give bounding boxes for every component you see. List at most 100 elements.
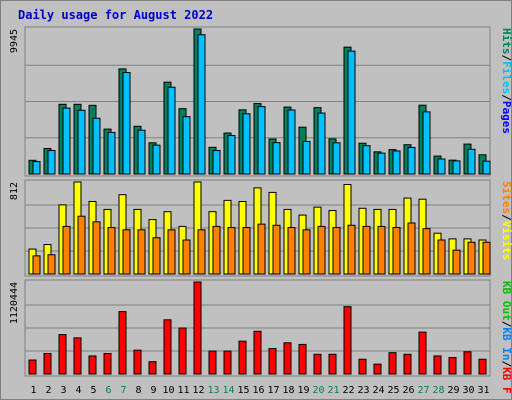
x-tick-label-29: 29 xyxy=(447,385,459,396)
bar-files-7 xyxy=(122,72,131,175)
bar-files-31 xyxy=(482,160,491,175)
y-max-label: 812 xyxy=(9,182,20,200)
bar-files-6 xyxy=(107,131,116,175)
bar-sites-22 xyxy=(347,224,356,275)
bar-files-10 xyxy=(167,86,176,175)
x-tick-label-31: 31 xyxy=(477,385,489,396)
x-tick-label-30: 30 xyxy=(462,385,474,396)
bar-files-25 xyxy=(392,150,401,175)
bar-sites-31 xyxy=(482,241,491,275)
x-tick-label-19: 19 xyxy=(297,385,309,396)
bar-files-8 xyxy=(137,129,146,175)
bar-kb-f-1 xyxy=(28,359,37,375)
panel-hits-files-pages: 9945 Hits/Files/Pages xyxy=(9,26,512,177)
bar-sites-20 xyxy=(317,225,326,275)
bar-kb-f-13 xyxy=(208,350,217,375)
bar-sites-28 xyxy=(437,239,446,275)
bar-sites-12 xyxy=(197,229,206,275)
x-tick-label-22: 22 xyxy=(342,385,354,396)
bar-sites-7 xyxy=(122,229,131,275)
bar-files-3 xyxy=(62,107,71,175)
bar-kb-f-5 xyxy=(88,355,97,375)
x-tick-label-21: 21 xyxy=(327,385,339,396)
bar-kb-f-26 xyxy=(403,353,412,375)
bar-kb-f-12 xyxy=(193,281,202,375)
bar-files-24 xyxy=(377,152,386,175)
bar-kb-f-28 xyxy=(433,355,442,375)
y-max-label: 9945 xyxy=(9,29,20,53)
bar-files-4 xyxy=(77,109,86,175)
bar-kb-f-15 xyxy=(238,340,247,375)
bar-kb-f-19 xyxy=(298,343,307,375)
bar-files-26 xyxy=(407,146,416,175)
bar-sites-25 xyxy=(392,227,401,275)
bar-sites-8 xyxy=(137,229,146,275)
x-tick-label-18: 18 xyxy=(282,385,294,396)
bar-sites-23 xyxy=(362,225,371,275)
bar-kb-f-14 xyxy=(223,350,232,375)
legend-entry: Files xyxy=(500,61,512,94)
legend-separator: / xyxy=(500,94,512,101)
bar-kb-f-7 xyxy=(118,311,127,375)
bar-files-9 xyxy=(152,144,161,175)
x-axis-labels: 1 2 3 4 5 6 7 8 9 10 11 12 13 14 15 16 17 18 19 20 21 22 23 24 2… xyxy=(30,385,489,396)
bar-sites-5 xyxy=(92,221,101,275)
bar-sites-18 xyxy=(287,227,296,275)
legend-separator: / xyxy=(500,361,512,368)
bar-sites-3 xyxy=(62,225,71,275)
x-tick-label-10: 10 xyxy=(162,385,174,396)
x-tick-label-24: 24 xyxy=(372,385,384,396)
bar-kb-f-2 xyxy=(43,352,52,375)
bar-files-28 xyxy=(437,158,446,175)
x-tick-label-2: 2 xyxy=(45,385,51,396)
bar-kb-f-20 xyxy=(313,353,322,375)
side-legend: Hits/Files/Pages xyxy=(500,28,512,134)
bar-sites-6 xyxy=(107,227,116,275)
x-tick-label-16: 16 xyxy=(252,385,264,396)
bar-kb-f-27 xyxy=(418,331,427,375)
bar-kb-f-21 xyxy=(328,353,337,375)
bar-kb-f-29 xyxy=(448,357,457,375)
bar-files-20 xyxy=(317,112,326,175)
bar-kb-f-4 xyxy=(73,337,82,375)
x-tick-label-27: 27 xyxy=(417,385,429,396)
legend-entry: Visits xyxy=(500,221,512,261)
bar-sites-13 xyxy=(212,225,221,275)
x-tick-label-23: 23 xyxy=(357,385,369,396)
bar-files-12 xyxy=(197,34,206,175)
x-tick-label-4: 4 xyxy=(75,385,81,396)
legend-entry: KB Out xyxy=(500,281,512,321)
x-tick-label-7: 7 xyxy=(120,385,126,396)
bar-files-19 xyxy=(302,140,311,175)
legend-entry: Sites xyxy=(500,181,512,214)
legend-entry: Hits xyxy=(500,28,512,55)
bar-kb-f-9 xyxy=(148,361,157,375)
bar-sites-30 xyxy=(467,241,476,275)
bar-sites-14 xyxy=(227,227,236,275)
x-tick-label-6: 6 xyxy=(105,385,111,396)
legend-separator: / xyxy=(500,321,512,328)
bar-files-30 xyxy=(467,148,476,175)
bar-sites-29 xyxy=(452,249,461,275)
x-tick-label-1: 1 xyxy=(30,385,36,396)
x-tick-label-8: 8 xyxy=(135,385,141,396)
legend-entry: KB In xyxy=(500,327,512,360)
panel-visits-sites: 812 Sites/Visits xyxy=(9,179,512,277)
bar-files-29 xyxy=(452,160,461,175)
bar-kb-f-17 xyxy=(268,348,277,375)
legend-entry: Pages xyxy=(500,101,512,134)
bar-sites-4 xyxy=(77,215,86,275)
x-tick-label-13: 13 xyxy=(207,385,219,396)
bar-sites-16 xyxy=(257,223,266,275)
bar-kb-f-16 xyxy=(253,330,262,375)
x-tick-label-26: 26 xyxy=(402,385,414,396)
bar-files-2 xyxy=(47,150,56,175)
bar-sites-9 xyxy=(152,237,161,275)
bar-sites-10 xyxy=(167,229,176,275)
bar-files-15 xyxy=(242,113,251,175)
panel-kbytes: 1120444 KB Out/KB In/KB F xyxy=(9,279,512,394)
bar-kb-f-11 xyxy=(178,327,187,375)
x-tick-label-15: 15 xyxy=(237,385,249,396)
